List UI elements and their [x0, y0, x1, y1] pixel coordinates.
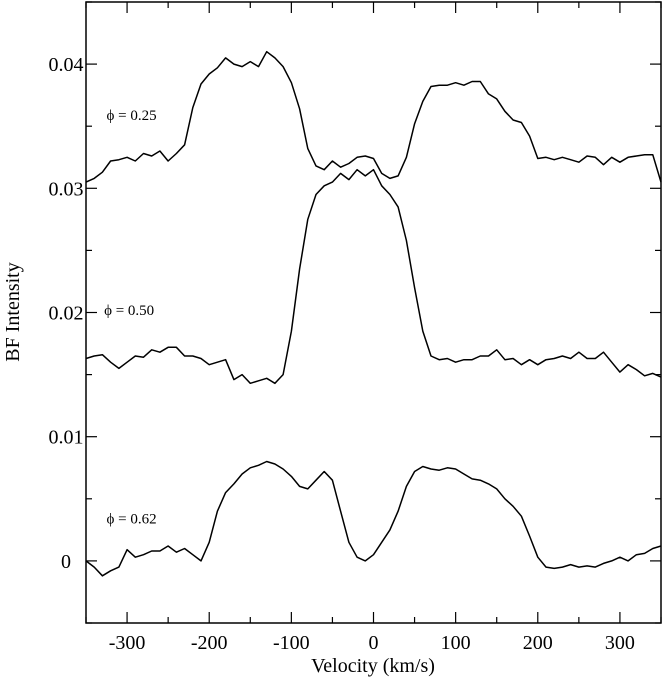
x-axis-ticks: -300 -200 -100 0 100 200 300 — [85, 2, 662, 654]
x-tick-label: -200 — [191, 632, 228, 654]
phase-annotation: ϕ = 0.50 — [104, 303, 154, 319]
y-tick-label: 0.01 — [49, 427, 84, 449]
y-tick-label: 0.02 — [49, 303, 84, 325]
series-line-1 — [85, 50, 662, 183]
x-tick-label: -300 — [109, 632, 146, 654]
x-tick-label: 100 — [441, 632, 471, 654]
series-group — [85, 50, 662, 577]
phase-annotation: ϕ = 0.62 — [107, 512, 157, 528]
annotations: ϕ = 0.25 ϕ = 0.50 ϕ = 0.62 — [104, 108, 157, 528]
x-tick-label: -100 — [273, 632, 310, 654]
y-tick-label: 0 — [61, 551, 71, 573]
plot-frame — [85, 1, 662, 624]
y-tick-label: 0.03 — [49, 178, 84, 200]
series-line-2 — [85, 168, 662, 385]
x-tick-label: 0 — [369, 632, 379, 654]
x-tick-label: 300 — [605, 632, 635, 654]
y-axis-ticks: 0 0.01 0.02 0.03 0.04 — [49, 1, 661, 624]
y-tick-label: 0.04 — [49, 54, 84, 76]
series-line-3 — [85, 460, 662, 577]
y-axis-title: BF Intensity — [2, 262, 24, 361]
phase-annotation: ϕ = 0.25 — [107, 108, 157, 124]
x-axis-title: Velocity (km/s) — [311, 655, 435, 677]
x-tick-label: 200 — [523, 632, 553, 654]
